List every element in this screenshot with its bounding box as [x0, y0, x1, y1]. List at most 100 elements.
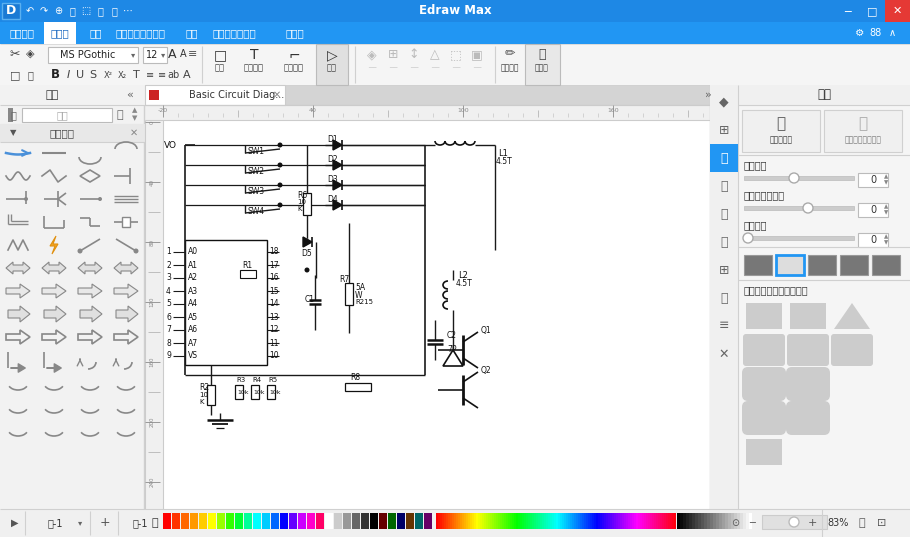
Text: ▼: ▼ — [132, 115, 137, 121]
Bar — [670, 513, 672, 529]
Text: L2: L2 — [458, 271, 468, 279]
Bar — [345, 283, 353, 305]
Text: ✏: ✏ — [505, 47, 515, 61]
Bar — [506, 513, 508, 529]
Text: 10: 10 — [297, 199, 306, 205]
Text: MS PGothic: MS PGothic — [60, 50, 116, 60]
Bar — [500, 513, 502, 529]
Bar — [744, 176, 854, 180]
Bar — [528, 513, 530, 529]
Text: D5: D5 — [301, 250, 312, 258]
Bar — [476, 513, 478, 529]
Text: 🖨: 🖨 — [10, 110, 16, 120]
Text: ⊞: ⊞ — [719, 264, 729, 277]
Text: R5: R5 — [268, 377, 278, 383]
Bar — [199, 513, 207, 529]
Polygon shape — [80, 306, 102, 322]
Bar — [872, 255, 900, 275]
Text: 🖫: 🖫 — [69, 6, 75, 16]
Circle shape — [24, 197, 28, 201]
Bar — [572, 513, 574, 529]
Bar — [454, 513, 456, 529]
Text: 0: 0 — [870, 205, 876, 215]
Bar — [626, 513, 628, 529]
Bar — [590, 513, 592, 529]
Bar — [860, 0, 885, 22]
Text: 🖼: 🖼 — [858, 117, 867, 132]
Bar — [618, 513, 620, 529]
Polygon shape — [6, 284, 30, 298]
Bar — [185, 240, 267, 365]
Bar — [746, 303, 782, 329]
Circle shape — [789, 173, 799, 183]
Bar — [534, 513, 536, 529]
Text: コネクタ: コネクタ — [49, 128, 75, 138]
Bar — [707, 513, 710, 529]
Bar — [574, 513, 576, 529]
Text: ホーム: ホーム — [51, 28, 69, 38]
Text: A: A — [179, 49, 187, 59]
Bar — [672, 513, 674, 529]
Text: 🔍: 🔍 — [116, 110, 124, 120]
Text: 80: 80 — [149, 238, 155, 245]
Text: U: U — [76, 70, 84, 80]
Bar — [145, 85, 285, 105]
Bar — [728, 513, 731, 529]
Text: 頁-1: 頁-1 — [132, 518, 147, 528]
Text: ▲: ▲ — [884, 235, 888, 240]
Text: ページレイアウト: ページレイアウト — [115, 28, 165, 38]
Bar — [474, 513, 476, 529]
Text: 15: 15 — [269, 287, 278, 295]
Bar — [746, 513, 749, 529]
Bar — [448, 513, 450, 529]
Text: ✂: ✂ — [10, 47, 20, 61]
Bar — [737, 513, 740, 529]
Polygon shape — [78, 262, 102, 274]
Text: 10k: 10k — [237, 390, 248, 395]
Bar — [0, 85, 145, 105]
Bar — [490, 513, 492, 529]
Text: 📋: 📋 — [97, 6, 103, 16]
Bar — [488, 513, 490, 529]
Polygon shape — [303, 237, 312, 247]
Text: 選択: 選択 — [327, 63, 337, 72]
Polygon shape — [333, 180, 342, 190]
Text: A6: A6 — [188, 325, 198, 335]
Bar — [824, 110, 902, 152]
Text: ▼: ▼ — [884, 211, 888, 215]
Bar — [660, 513, 662, 529]
Text: 明るさ：: 明るさ： — [744, 160, 767, 170]
Bar — [460, 513, 462, 529]
Text: ツール: ツール — [535, 63, 549, 72]
Bar — [612, 513, 614, 529]
Text: 🖼: 🖼 — [776, 117, 785, 132]
Bar — [472, 513, 474, 529]
Bar — [172, 513, 180, 529]
Bar — [558, 513, 560, 529]
Bar — [145, 120, 163, 509]
Bar — [0, 124, 145, 142]
Text: ◈: ◈ — [368, 48, 377, 62]
Bar — [542, 513, 544, 529]
Bar — [540, 513, 542, 529]
Bar — [415, 513, 423, 529]
Text: 図形: 図形 — [46, 90, 58, 100]
Text: 160: 160 — [607, 108, 619, 113]
Bar — [677, 513, 680, 529]
Text: B: B — [50, 69, 59, 82]
FancyBboxPatch shape — [831, 334, 873, 366]
Bar — [710, 85, 738, 509]
Bar — [642, 513, 644, 529]
Bar — [602, 513, 604, 529]
Bar — [532, 513, 534, 529]
Text: ▾: ▾ — [78, 519, 82, 527]
Text: ▲: ▲ — [884, 175, 888, 179]
Bar — [790, 303, 826, 329]
Bar — [352, 513, 360, 529]
Text: +: + — [807, 518, 816, 528]
Text: 挿入: 挿入 — [90, 28, 102, 38]
Bar — [484, 513, 486, 529]
Bar — [280, 513, 288, 529]
Text: ⊙: ⊙ — [731, 518, 739, 528]
Bar — [496, 513, 498, 529]
